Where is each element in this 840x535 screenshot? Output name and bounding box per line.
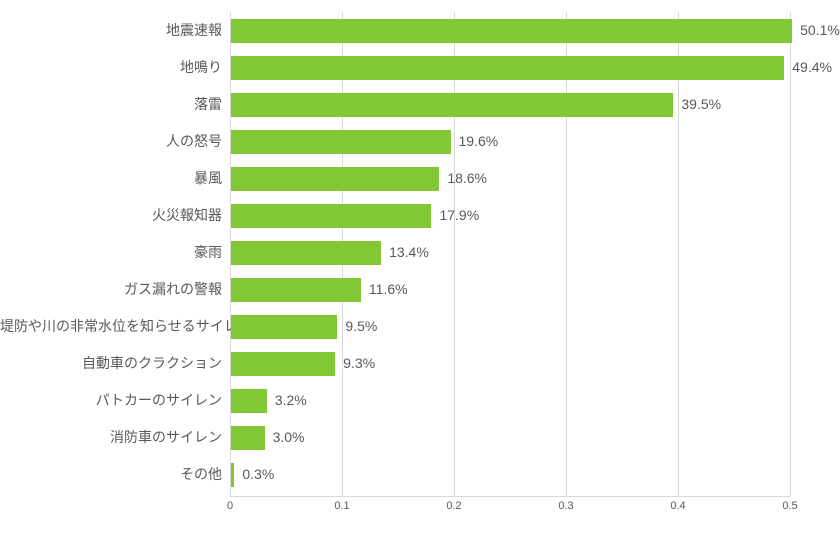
x-tick-label: 0.2 xyxy=(446,500,461,512)
bar xyxy=(231,352,335,376)
bar xyxy=(231,278,361,302)
bar xyxy=(231,204,431,228)
bar xyxy=(231,167,439,191)
category-label: 自動車のクラクション xyxy=(0,345,222,382)
bar xyxy=(231,19,792,43)
x-tick-label: 0.1 xyxy=(334,500,349,512)
bar-row: ガス漏れの警報 11.6% xyxy=(0,271,840,308)
data-label: 3.0% xyxy=(273,419,305,456)
bar-row: 豪雨 13.4% xyxy=(0,234,840,271)
bar-row: 火災報知器 17.9% xyxy=(0,197,840,234)
bar xyxy=(231,56,784,80)
bar-row: 地震速報 50.1% xyxy=(0,12,840,49)
category-label: 落雷 xyxy=(0,86,222,123)
category-label: ガス漏れの警報 xyxy=(0,271,222,308)
x-tick-label: 0 xyxy=(227,500,233,512)
category-label: 堤防や川の非常水位を知らせるサイレン xyxy=(0,308,222,345)
data-label: 9.3% xyxy=(343,345,375,382)
category-label: 豪雨 xyxy=(0,234,222,271)
bar-row: 暴風 18.6% xyxy=(0,160,840,197)
data-label: 3.2% xyxy=(275,382,307,419)
bar xyxy=(231,389,267,413)
bar-row: 人の怒号 19.6% xyxy=(0,123,840,160)
bar-row: 地鳴り 49.4% xyxy=(0,49,840,86)
category-label: その他 xyxy=(0,456,222,493)
x-tick-label: 0.4 xyxy=(670,500,685,512)
x-tick-label: 0.3 xyxy=(558,500,573,512)
bar xyxy=(231,130,451,154)
category-label: 地鳴り xyxy=(0,49,222,86)
x-tick-label: 0.5 xyxy=(782,500,797,512)
horizontal-bar-chart: 地震速報 50.1% 地鳴り 49.4% 落雷 39.5% 人の怒号 19.6% 暴風 18.6%… xyxy=(0,0,840,535)
data-label: 39.5% xyxy=(681,86,721,123)
category-label: 火災報知器 xyxy=(0,197,222,234)
data-label: 11.6% xyxy=(369,271,408,308)
data-label: 49.4% xyxy=(792,49,832,86)
bar-row: その他 0.3% xyxy=(0,456,840,493)
data-label: 17.9% xyxy=(439,197,479,234)
category-label: 地震速報 xyxy=(0,12,222,49)
data-label: 19.6% xyxy=(459,123,499,160)
data-label: 9.5% xyxy=(345,308,377,345)
category-label: パトカーのサイレン xyxy=(0,382,222,419)
bar xyxy=(231,93,673,117)
bar-row: 消防車のサイレン 3.0% xyxy=(0,419,840,456)
bar-row: 堤防や川の非常水位を知らせるサイレン 9.5% xyxy=(0,308,840,345)
data-label: 0.3% xyxy=(242,456,274,493)
bar xyxy=(231,463,234,487)
category-label: 消防車のサイレン xyxy=(0,419,222,456)
bar xyxy=(231,426,265,450)
category-label: 人の怒号 xyxy=(0,123,222,160)
bar-row: 自動車のクラクション 9.3% xyxy=(0,345,840,382)
data-label: 18.6% xyxy=(447,160,487,197)
bar-row: 落雷 39.5% xyxy=(0,86,840,123)
category-label: 暴風 xyxy=(0,160,222,197)
bar xyxy=(231,315,337,339)
bar xyxy=(231,241,381,265)
data-label: 50.1% xyxy=(800,12,840,49)
bar-row: パトカーのサイレン 3.2% xyxy=(0,382,840,419)
data-label: 13.4% xyxy=(389,234,429,271)
